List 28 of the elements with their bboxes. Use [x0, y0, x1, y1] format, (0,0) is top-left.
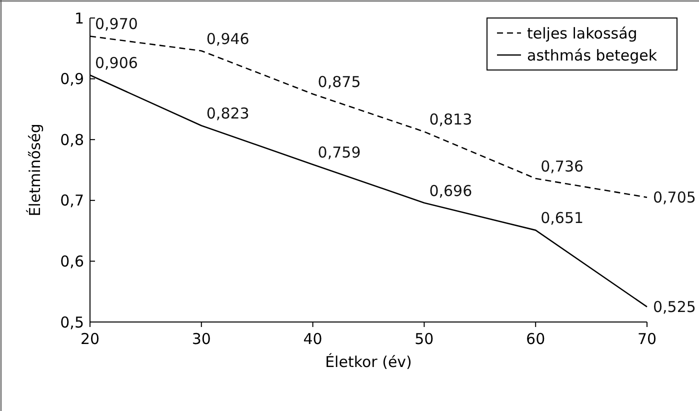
y-tick-label: 1 — [74, 9, 84, 28]
data-label: 0,696 — [429, 182, 472, 200]
data-label: 0,705 — [653, 188, 696, 206]
x-tick-label: 40 — [303, 330, 322, 348]
y-tick-label: 0,8 — [60, 130, 84, 149]
data-label: 0,525 — [653, 298, 696, 316]
data-label: 0,651 — [540, 209, 584, 228]
x-tick-label: 20 — [80, 330, 100, 348]
legend-label: teljes lakosság — [527, 24, 638, 42]
x-tick-label: 70 — [637, 330, 657, 348]
data-label: 0,736 — [540, 158, 584, 176]
data-label: 0,759 — [318, 144, 361, 162]
y-axis-title: Életminőség — [26, 124, 44, 216]
y-tick-label: 0,6 — [60, 252, 84, 270]
y-tick-label: 0,9 — [60, 70, 84, 88]
y-tick-label: 0,7 — [60, 192, 84, 210]
x-tick-label: 50 — [414, 330, 434, 348]
data-label: 0,946 — [206, 30, 250, 48]
legend-label: asthmás betegek — [527, 46, 658, 64]
data-label: 0,813 — [429, 110, 472, 129]
x-axis-title: Életkor (év) — [325, 353, 412, 371]
data-label: 0,906 — [95, 54, 138, 72]
data-label: 0,970 — [95, 15, 138, 34]
data-label: 0,875 — [318, 73, 361, 91]
y-tick-label: 0,5 — [60, 313, 84, 332]
data-label: 0,823 — [206, 104, 250, 123]
x-tick-label: 30 — [192, 330, 211, 348]
x-tick-label: 60 — [526, 330, 546, 348]
